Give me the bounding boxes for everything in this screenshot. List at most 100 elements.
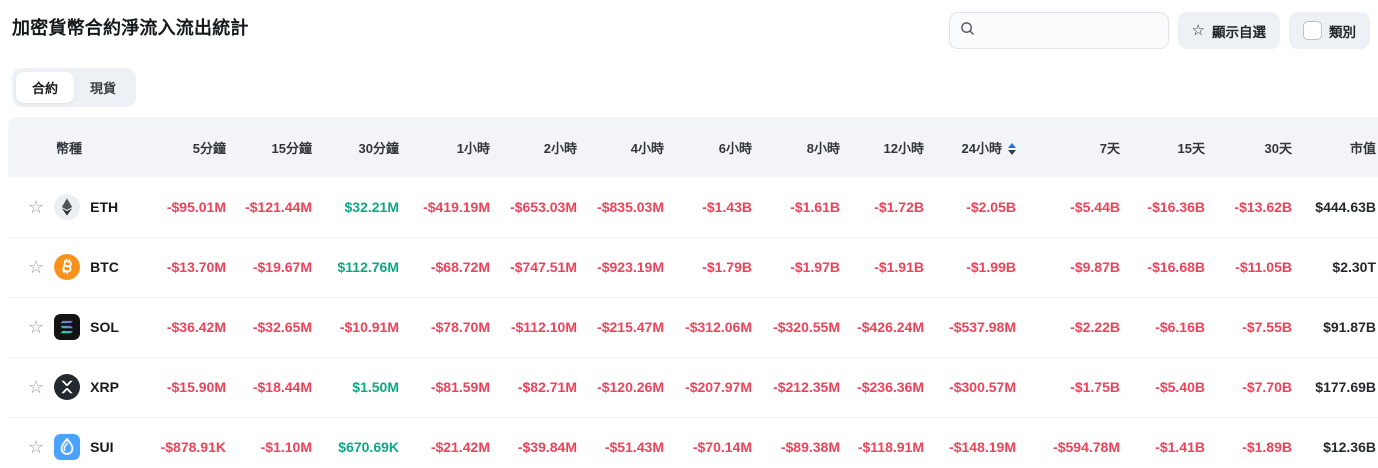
coin-cell[interactable]: ☆ SOL bbox=[8, 297, 156, 358]
column-header-coin: 幣種 bbox=[8, 117, 156, 177]
flow-value: -$95.01M bbox=[156, 177, 238, 238]
column-header-1小時[interactable]: 1小時 bbox=[411, 117, 502, 177]
column-header-24小時[interactable]: 24小時 bbox=[936, 117, 1028, 177]
column-header-5分鐘[interactable]: 5分鐘 bbox=[156, 117, 238, 177]
column-header-12小時[interactable]: 12小時 bbox=[852, 117, 936, 177]
favorite-star-icon[interactable]: ☆ bbox=[28, 257, 45, 277]
coin-symbol: SOL bbox=[90, 319, 119, 335]
flow-value: -$2.22B bbox=[1028, 297, 1132, 358]
flow-value: -$121.44M bbox=[238, 177, 324, 238]
flow-value: -$1.99B bbox=[936, 237, 1028, 298]
market-cap-value: $2.30T bbox=[1304, 237, 1378, 298]
flow-value: -$1.10M bbox=[238, 417, 324, 468]
flow-value: -$300.57M bbox=[936, 357, 1028, 418]
flow-value: -$82.71M bbox=[502, 357, 589, 418]
star-icon: ☆ bbox=[1191, 22, 1205, 39]
flows-table-wrap: 幣種 5分鐘 15分鐘 30分鐘 1小時 2小時 4小時 6小時 8小時 12小時 24小時 7天 15… bbox=[8, 117, 1378, 468]
flow-value: -$1.43B bbox=[676, 177, 764, 238]
flow-value: -$207.97M bbox=[676, 357, 764, 418]
table-row-sui[interactable]: ☆ SUI -$878.91K -$1.10M $670.69K -$21.42M -$39… bbox=[8, 417, 1378, 468]
search-input[interactable] bbox=[980, 23, 1158, 38]
flow-value: -$923.19M bbox=[589, 237, 676, 298]
category-label: 類別 bbox=[1329, 24, 1356, 40]
table-row-eth[interactable]: ☆ ETH -$95.01M -$121.44M $32.21M -$419.19M -$6… bbox=[8, 177, 1378, 238]
column-header-30天[interactable]: 30天 bbox=[1217, 117, 1304, 177]
flow-value: -$215.47M bbox=[589, 297, 676, 358]
flow-value: -$11.05B bbox=[1217, 237, 1304, 298]
column-header-4小時[interactable]: 4小時 bbox=[589, 117, 676, 177]
tab-contract[interactable]: 合約 bbox=[16, 72, 75, 103]
market-type-tabs: 合約 現貨 bbox=[12, 68, 137, 107]
column-header-8小時[interactable]: 8小時 bbox=[764, 117, 852, 177]
table-row-btc[interactable]: ☆ BTC -$13.70M -$19.67M $112.76M -$68.72M -$74… bbox=[8, 237, 1378, 298]
flow-value: -$5.40B bbox=[1132, 357, 1217, 418]
category-checkbox[interactable] bbox=[1303, 21, 1322, 40]
flow-value: -$15.90M bbox=[156, 357, 238, 418]
category-button[interactable]: 類別 bbox=[1289, 12, 1370, 49]
flow-value: -$312.06M bbox=[676, 297, 764, 358]
flow-value: -$835.03M bbox=[589, 177, 676, 238]
coin-cell[interactable]: ☆ SUI bbox=[8, 417, 156, 468]
sui-icon bbox=[54, 434, 81, 460]
flow-value: -$68.72M bbox=[411, 237, 502, 298]
favorite-star-icon[interactable]: ☆ bbox=[28, 196, 45, 217]
favorite-star-icon[interactable]: ☆ bbox=[28, 437, 45, 457]
table-row-xrp[interactable]: ☆ XRP -$15.90M -$18.44M $1.50M -$81.59M -$82.7… bbox=[8, 357, 1378, 418]
column-header-6小時[interactable]: 6小時 bbox=[676, 117, 764, 177]
flow-value: -$16.68B bbox=[1132, 237, 1217, 298]
flow-value: -$6.16B bbox=[1132, 297, 1217, 358]
column-header-市值[interactable]: 市值 bbox=[1304, 117, 1378, 177]
flow-value: -$70.14M bbox=[676, 417, 764, 468]
show-favorites-button[interactable]: ☆ 顯示自選 bbox=[1177, 12, 1280, 49]
flow-value: -$39.84M bbox=[502, 417, 589, 468]
column-header-15分鐘[interactable]: 15分鐘 bbox=[238, 117, 324, 177]
flow-value: -$7.70B bbox=[1217, 357, 1304, 418]
flow-value: $670.69K bbox=[324, 417, 411, 468]
coin-cell[interactable]: ☆ XRP bbox=[8, 357, 156, 418]
xrp-icon bbox=[54, 374, 81, 400]
favorite-star-icon[interactable]: ☆ bbox=[28, 377, 45, 397]
flow-value: -$32.65M bbox=[238, 297, 324, 358]
flow-value: -$18.44M bbox=[238, 357, 324, 418]
flow-value: -$747.51M bbox=[502, 237, 589, 298]
column-header-2小時[interactable]: 2小時 bbox=[502, 117, 589, 177]
coin-cell[interactable]: ☆ BTC bbox=[8, 237, 156, 298]
flow-value: -$419.19M bbox=[411, 177, 502, 238]
flow-value: -$7.55B bbox=[1217, 297, 1304, 358]
favorite-star-icon[interactable]: ☆ bbox=[28, 317, 45, 337]
flow-value: -$36.42M bbox=[156, 297, 238, 358]
page-title: 加密貨幣合約淨流入流出統計 bbox=[12, 18, 249, 38]
flow-value: -$236.36M bbox=[852, 357, 936, 418]
flow-value: -$5.44B bbox=[1028, 177, 1132, 238]
flow-value: -$81.59M bbox=[411, 357, 502, 418]
flow-value: -$537.98M bbox=[936, 297, 1028, 358]
coin-symbol: SUI bbox=[90, 439, 114, 455]
flow-value: -$19.67M bbox=[238, 237, 324, 298]
flow-value: $32.21M bbox=[324, 177, 411, 238]
show-favorites-label: 顯示自選 bbox=[1212, 24, 1266, 40]
column-header-15天[interactable]: 15天 bbox=[1132, 117, 1217, 177]
flow-value: -$112.10M bbox=[502, 297, 589, 358]
sort-icon[interactable] bbox=[1008, 143, 1016, 156]
column-header-7天[interactable]: 7天 bbox=[1028, 117, 1132, 177]
market-cap-value: $444.63B bbox=[1304, 177, 1378, 238]
btc-icon bbox=[54, 254, 81, 280]
flow-value: -$426.24M bbox=[852, 297, 936, 358]
flow-value: $112.76M bbox=[324, 237, 411, 298]
coin-cell[interactable]: ☆ ETH bbox=[8, 177, 156, 238]
flow-value: -$2.05B bbox=[936, 177, 1028, 238]
flow-value: -$1.97B bbox=[764, 237, 852, 298]
flow-value: -$653.03M bbox=[502, 177, 589, 238]
market-cap-value: $91.87B bbox=[1304, 297, 1378, 358]
table-row-sol[interactable]: ☆ SOL -$36.42M -$32.65M -$10.91M -$78.70M -$11… bbox=[8, 297, 1378, 358]
flows-table: 幣種 5分鐘 15分鐘 30分鐘 1小時 2小時 4小時 6小時 8小時 12小時 24小時 7天 15… bbox=[8, 117, 1378, 468]
flow-value: -$148.19M bbox=[936, 417, 1028, 468]
column-header-30分鐘[interactable]: 30分鐘 bbox=[324, 117, 411, 177]
flow-value: -$10.91M bbox=[324, 297, 411, 358]
search-box[interactable] bbox=[948, 12, 1169, 49]
flow-value: -$594.78M bbox=[1028, 417, 1132, 468]
flow-value: -$120.26M bbox=[589, 357, 676, 418]
coin-symbol: BTC bbox=[90, 259, 119, 275]
tab-spot[interactable]: 現貨 bbox=[90, 81, 117, 96]
coin-symbol: ETH bbox=[90, 198, 119, 215]
